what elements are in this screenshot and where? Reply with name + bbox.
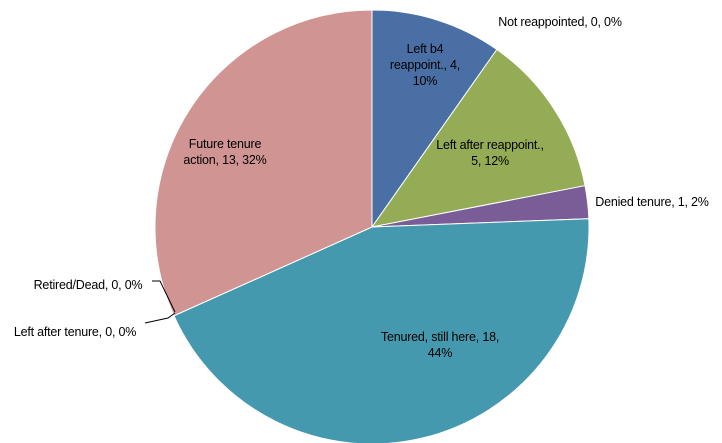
data-label: Tenured, still here, 18, 44% [380, 330, 500, 360]
pie-slice [371, 9, 498, 229]
leader-line [144, 312, 176, 324]
data-label: Retired/Dead, 0, 0% [33, 278, 143, 292]
pie [154, 9, 590, 443]
data-label: Left b4 reappoint., 4, 10% [389, 42, 461, 88]
pie-slice [173, 218, 590, 443]
pie-slice [370, 48, 586, 228]
data-label: Future tenure action, 13, 32% [183, 137, 267, 167]
data-label: Not reappointed, 0, 0% [498, 15, 622, 29]
leader-line [152, 280, 176, 313]
data-label: Left after reappoint., 5, 12% [436, 138, 544, 168]
pie-slice [154, 9, 373, 317]
data-label: Left after tenure, 0, 0% [13, 325, 137, 339]
data-label: Denied tenure, 1, 2% [595, 195, 709, 209]
